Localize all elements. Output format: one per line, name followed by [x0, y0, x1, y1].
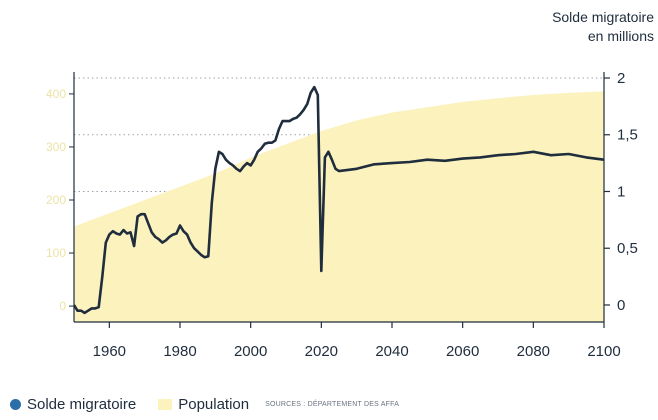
- x-tick-label-7: 2100: [587, 343, 620, 360]
- x-tick-label-4: 2040: [375, 343, 408, 360]
- left-tick-label-2: 200: [46, 193, 66, 207]
- legend-swatch-solde: [10, 399, 21, 410]
- x-tick-label-1: 1980: [163, 343, 196, 360]
- right-tick-label-2: 1: [617, 183, 625, 200]
- right-tick-label-0: 0: [617, 297, 625, 314]
- solde-migratoire-line: [72, 85, 605, 315]
- right-tick-label-3: 1,5: [617, 127, 638, 144]
- legend-swatch-population: [158, 399, 173, 410]
- population-area: [74, 91, 604, 322]
- legend-label-solde: Solde migratoire: [27, 396, 137, 413]
- left-tick-label-4: 400: [46, 87, 66, 101]
- x-tick-label-0: 1960: [93, 343, 126, 360]
- series-line-solde-migratoire: [72, 85, 605, 315]
- right-tick-label-4: 2: [617, 70, 625, 87]
- tick-labels: 0 0,5 1 1,5 2 0 100 200 300 400 1960 1980 2000 2020 20…: [46, 70, 638, 360]
- legend: Solde migratoire Population SOURCES : DÉ…: [10, 396, 399, 413]
- left-tick-label-0: 0: [59, 299, 66, 313]
- right-axis-title-line-2: en millions: [587, 28, 654, 44]
- x-tick-label-2: 2000: [234, 343, 267, 360]
- x-tick-label-6: 2080: [517, 343, 550, 360]
- x-tick-label-5: 2060: [446, 343, 479, 360]
- series-area-population: [74, 91, 604, 322]
- right-axis-title: Solde migratoire en millions: [552, 8, 654, 46]
- left-tick-label-1: 100: [46, 246, 66, 260]
- left-tick-label-3: 300: [46, 140, 66, 154]
- migration-chart: 0 0,5 1 1,5 2 0 100 200 300 400 1960 1980 2000 2020 20…: [46, 70, 638, 360]
- axes: [69, 72, 610, 328]
- x-tick-label-3: 2020: [305, 343, 338, 360]
- legend-label-population: Population: [178, 396, 250, 413]
- right-axis-title-line-1: Solde migratoire: [552, 9, 654, 25]
- right-tick-label-1: 0,5: [617, 240, 638, 257]
- source-note: SOURCES : DÉPARTEMENT DES AFFA: [265, 401, 400, 408]
